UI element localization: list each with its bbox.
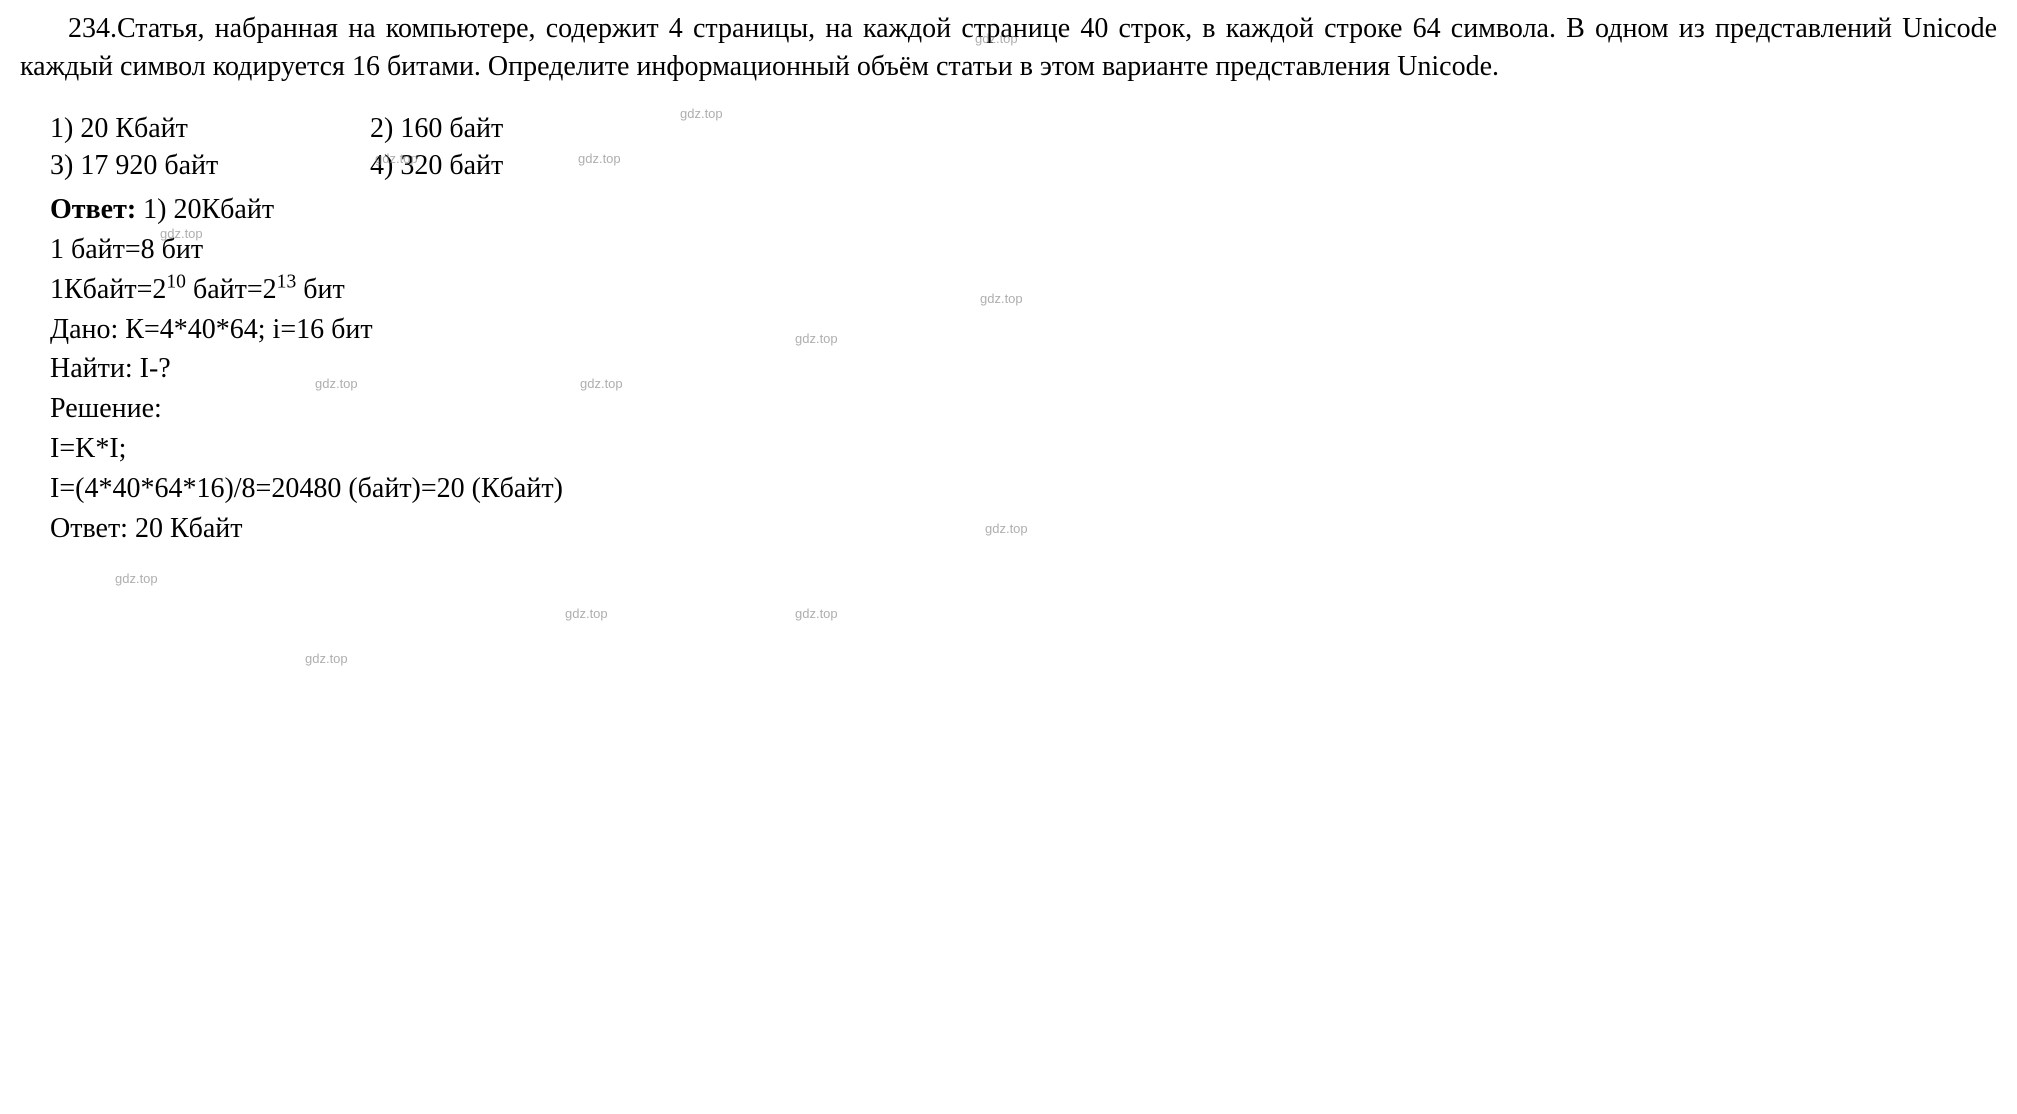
watermark: gdz.top	[565, 605, 608, 623]
solution-line-2-suffix: бит	[296, 274, 344, 305]
answer-label: Ответ:	[50, 194, 136, 225]
solution-line-2-prefix: 1Кбайт=2	[50, 274, 166, 305]
watermark: gdz.top	[795, 605, 838, 623]
solution-line-2: 1Кбайт=210 байт=213 бит	[50, 271, 1997, 309]
exponent-1: 10	[166, 271, 186, 292]
option-2: 2) 160 байт	[370, 110, 670, 148]
option-4: 4) 320 байт	[370, 147, 670, 185]
option-text: 17 920 байт	[80, 150, 218, 181]
solution-line-4: Найти: I-?	[50, 350, 1997, 388]
watermark: gdz.top	[115, 570, 158, 588]
solution-line-5: Решение:	[50, 390, 1997, 428]
problem-text: Статья, набранная на компьютере, содержи…	[20, 13, 1997, 82]
option-number: 4)	[370, 150, 393, 181]
solution-line-8: Ответ: 20 Кбайт	[50, 510, 1997, 548]
problem-statement: 234.Статья, набранная на компьютере, сод…	[20, 10, 1997, 86]
watermark: gdz.top	[305, 650, 348, 668]
solution-line-3: Дано: К=4*40*64; i=16 бит	[50, 311, 1997, 349]
option-number: 1)	[50, 113, 73, 144]
option-number: 2)	[370, 113, 393, 144]
solution-line-6: I=K*I;	[50, 430, 1997, 468]
option-text: 20 Кбайт	[80, 113, 188, 144]
option-number: 3)	[50, 150, 73, 181]
solution-line-2-mid: байт=2	[186, 274, 277, 305]
answer-value: 1) 20Кбайт	[143, 194, 274, 225]
answer-line: Ответ: 1) 20Кбайт	[50, 191, 1997, 229]
document-container: 234.Статья, набранная на компьютере, сод…	[20, 10, 1997, 547]
exponent-2: 13	[277, 271, 297, 292]
option-text: 320 байт	[400, 150, 503, 181]
solution-line-1: 1 байт=8 бит	[50, 231, 1997, 269]
problem-number: 234.	[68, 13, 117, 44]
answer-section: Ответ: 1) 20Кбайт 1 байт=8 бит 1Кбайт=21…	[50, 191, 1997, 547]
options-grid: 1) 20 Кбайт 2) 160 байт 3) 17 920 байт 4…	[50, 110, 1997, 186]
option-1: 1) 20 Кбайт	[50, 110, 350, 148]
solution-line-7: I=(4*40*64*16)/8=20480 (байт)=20 (Кбайт)	[50, 470, 1997, 508]
option-3: 3) 17 920 байт	[50, 147, 350, 185]
option-text: 160 байт	[400, 113, 503, 144]
